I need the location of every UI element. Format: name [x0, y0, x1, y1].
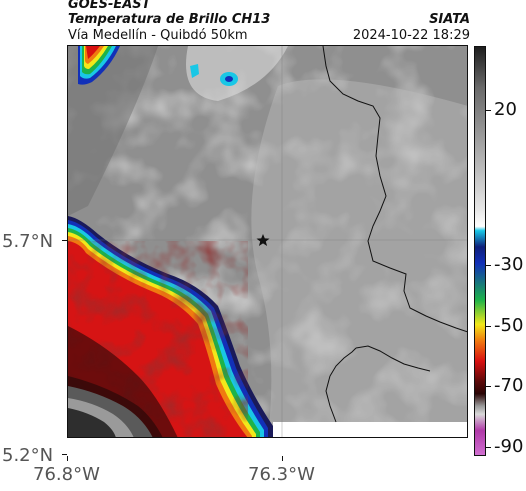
tick-mark-y2	[62, 454, 67, 455]
colorbar-tick-1	[486, 110, 491, 111]
star-icon	[256, 234, 270, 246]
colorbar-tick-4	[486, 386, 491, 387]
cold-cloud-main	[68, 216, 273, 438]
colorbar	[474, 46, 486, 456]
agency-label: SIATA	[429, 12, 470, 27]
colorbar-label-1: 20	[494, 99, 517, 120]
tick-mark-y1	[62, 240, 67, 241]
product-title: Temperatura de Brillo CH13	[68, 12, 271, 27]
x-tick-label-2: 76.3°W	[248, 464, 315, 485]
tick-mark-x1	[67, 456, 68, 461]
no-data-strip	[273, 422, 468, 438]
timestamp-label: 2024-10-22 18:29	[352, 28, 470, 43]
x-tick-label-1: 76.8°W	[33, 464, 100, 485]
colorbar-tick-3	[486, 326, 491, 327]
satellite-map	[68, 46, 468, 438]
y-tick-label-1: 5.7°N	[2, 231, 54, 252]
region-label: Vía Medellín - Quibdó 50km	[68, 28, 248, 43]
y-tick-label-2: 5.2°N	[2, 445, 54, 466]
map-canvas	[68, 46, 468, 438]
cold-cloud-top	[78, 46, 120, 85]
colorbar-tick-2	[486, 265, 491, 266]
colorbar-label-4: -70	[494, 375, 524, 396]
colorbar-label-3: -50	[494, 315, 524, 336]
colorbar-label-2: -30	[494, 254, 524, 275]
admin-boundary	[322, 46, 468, 333]
satellite-title: GOES-EAST	[68, 0, 151, 12]
tick-mark-x2	[282, 456, 283, 461]
colorbar-tick-5	[486, 447, 491, 448]
colorbar-label-5: -90	[494, 436, 524, 457]
